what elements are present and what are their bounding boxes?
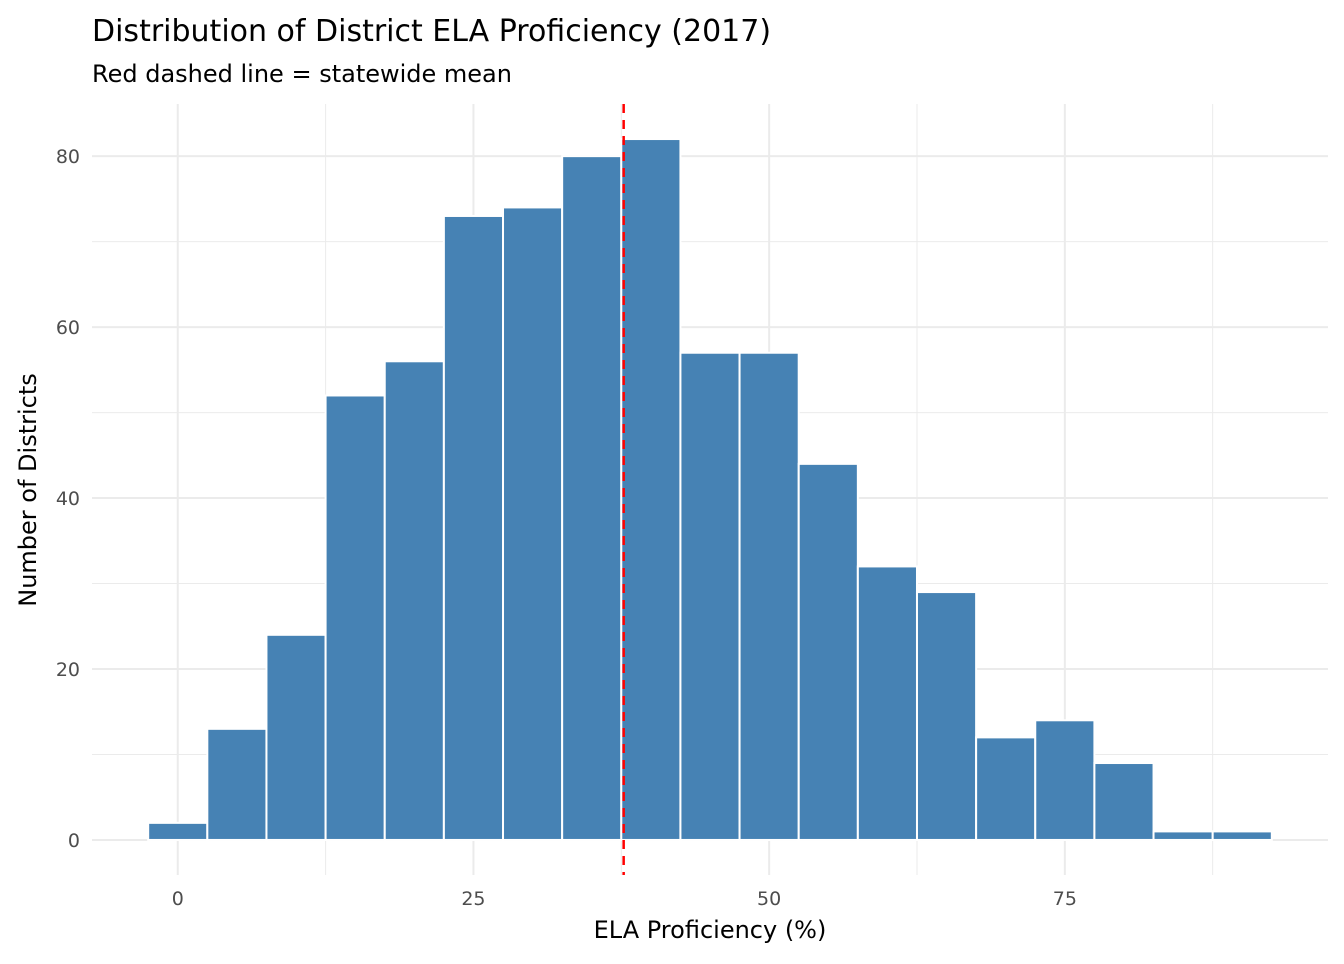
chart-subtitle: Red dashed line = statewide mean bbox=[92, 60, 512, 88]
histogram-bar bbox=[856, 565, 918, 841]
histogram-bar bbox=[324, 394, 386, 841]
y-tick-label: 40 bbox=[56, 488, 80, 510]
chart-title: Distribution of District ELA Proficiency… bbox=[92, 14, 771, 49]
histogram-bar bbox=[915, 591, 978, 841]
histogram-bar bbox=[1034, 719, 1096, 841]
histogram-bar bbox=[975, 736, 1037, 841]
x-tick-label: 0 bbox=[172, 888, 184, 910]
histogram-bar bbox=[561, 155, 623, 841]
histogram-bar bbox=[265, 633, 327, 841]
histogram-bar bbox=[383, 360, 445, 841]
histogram-bar bbox=[502, 206, 564, 841]
histogram-bar bbox=[147, 821, 209, 841]
x-tick-label: 75 bbox=[1053, 888, 1077, 910]
histogram-bar bbox=[206, 727, 268, 841]
histogram-bar bbox=[679, 351, 741, 841]
y-tick-label: 0 bbox=[68, 830, 80, 852]
tick-labels: 0 25 50 75 0 20 40 60 80 bbox=[56, 146, 1077, 910]
histogram-bar bbox=[797, 462, 859, 841]
y-tick-label: 60 bbox=[56, 317, 80, 339]
x-tick-label: 25 bbox=[461, 888, 485, 910]
bars bbox=[147, 104, 1273, 875]
y-tick-label: 80 bbox=[56, 146, 80, 168]
histogram-bar bbox=[738, 351, 800, 841]
x-axis-label: ELA Proficiency (%) bbox=[594, 916, 827, 944]
y-tick-label: 20 bbox=[56, 659, 80, 681]
histogram-bar bbox=[620, 138, 682, 841]
histogram-bar bbox=[1093, 762, 1155, 841]
x-tick-label: 50 bbox=[757, 888, 781, 910]
histogram-bar bbox=[1152, 830, 1214, 841]
histogram-bar bbox=[1211, 830, 1273, 841]
histogram-bar bbox=[442, 214, 505, 841]
y-axis-label: Number of Districts bbox=[14, 373, 42, 607]
